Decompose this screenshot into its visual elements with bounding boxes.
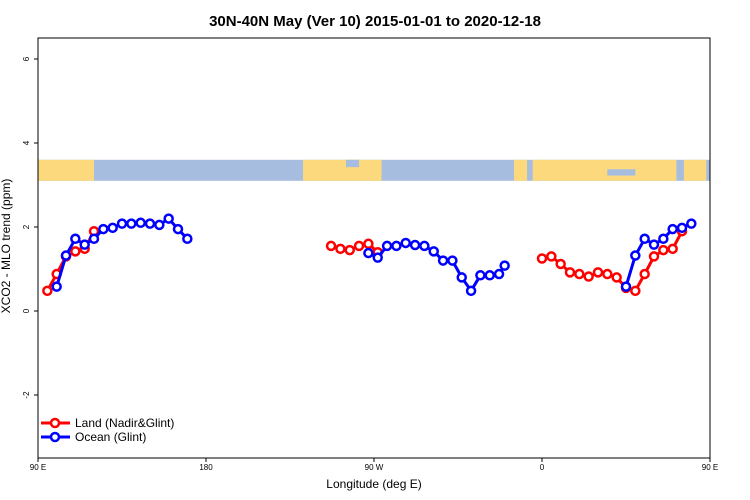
y-tick-label: -2 <box>22 391 31 399</box>
map-land <box>514 159 528 181</box>
x-axis-label: Longitude (deg E) <box>326 477 421 491</box>
data-point-ocean <box>391 240 402 252</box>
data-point-ocean <box>465 285 477 297</box>
legend-land-marker <box>49 417 61 429</box>
data-point-ocean <box>456 272 467 283</box>
data-point-land <box>564 267 576 278</box>
data-point-ocean <box>98 223 109 235</box>
series-layer <box>42 213 697 297</box>
data-point-ocean <box>676 222 688 234</box>
data-point-ocean <box>79 239 90 250</box>
data-point-land <box>602 268 613 280</box>
map-land <box>532 159 677 181</box>
y-tick-label: 2 <box>22 224 31 229</box>
x-tick-label: 90 E <box>702 463 718 472</box>
data-point-land <box>611 272 622 283</box>
data-point-ocean <box>363 247 374 259</box>
map-water <box>607 169 636 176</box>
data-point-ocean <box>400 237 411 249</box>
data-point-land <box>630 285 641 297</box>
data-point-ocean <box>499 260 510 271</box>
data-point-ocean <box>60 250 72 261</box>
data-point-ocean <box>658 233 669 245</box>
x-tick-label: 180 <box>199 463 213 472</box>
data-point-land <box>574 268 585 280</box>
data-point-land <box>363 238 374 250</box>
map-band <box>38 159 710 181</box>
x-tick-label: 0 <box>540 463 545 472</box>
map-land <box>683 159 707 181</box>
data-point-ocean <box>51 281 62 292</box>
map-water <box>346 159 360 168</box>
data-point-ocean <box>381 240 393 252</box>
data-point-ocean <box>475 270 486 281</box>
chart-title: 30N-40N May (Ver 10) 2015-01-01 to 2020-… <box>209 13 541 30</box>
legend-ocean-marker <box>49 431 61 443</box>
series-ocean <box>51 213 697 297</box>
data-point-ocean <box>116 218 128 229</box>
y-tick-label: 6 <box>22 56 31 61</box>
data-point-ocean <box>154 219 165 231</box>
data-point-ocean <box>648 239 660 250</box>
data-point-ocean <box>419 240 430 252</box>
data-point-land <box>344 244 355 256</box>
data-point-land <box>42 285 53 297</box>
data-point-ocean <box>630 250 641 261</box>
data-point-ocean <box>686 218 697 229</box>
data-point-ocean <box>107 222 118 234</box>
data-point-ocean <box>172 223 184 235</box>
data-point-land <box>353 240 365 252</box>
data-point-land <box>536 253 548 264</box>
legend-land-label: Land (Nadir&Glint) <box>75 416 174 430</box>
data-point-land <box>648 251 660 262</box>
data-point-ocean <box>144 218 156 229</box>
data-point-land <box>325 240 337 252</box>
x-axis: 90 E 180 90 W 0 90 E <box>30 458 718 472</box>
data-point-ocean <box>88 233 100 245</box>
map-land <box>38 159 94 181</box>
data-point-ocean <box>70 233 81 245</box>
x-tick-label: 90 W <box>365 463 384 472</box>
data-point-ocean <box>667 223 678 235</box>
data-point-land <box>583 271 594 282</box>
data-point-land <box>592 267 604 278</box>
legend-ocean-label: Ocean (Glint) <box>75 430 146 444</box>
data-point-ocean <box>428 246 439 257</box>
data-point-ocean <box>437 255 449 266</box>
legend: Land (Nadir&Glint) Ocean (Glint) <box>41 416 174 444</box>
data-point-land <box>555 258 566 270</box>
data-point-land <box>639 268 650 280</box>
y-tick-label: 0 <box>22 308 31 313</box>
data-point-ocean <box>126 218 137 229</box>
y-axis-label: XCO2 - MLO trend (ppm) <box>0 179 13 314</box>
data-point-ocean <box>372 252 383 263</box>
data-point-land <box>667 243 678 255</box>
data-point-land <box>546 251 557 262</box>
data-point-ocean <box>409 239 421 251</box>
y-axis: -2 0 2 4 6 <box>22 56 38 399</box>
data-point-ocean <box>484 270 495 281</box>
data-point-ocean <box>182 233 193 245</box>
data-point-land <box>335 243 346 255</box>
data-point-ocean <box>620 281 632 292</box>
data-point-ocean <box>639 233 650 245</box>
series-land <box>42 225 688 297</box>
data-point-ocean <box>163 213 174 224</box>
data-point-ocean <box>135 217 146 229</box>
y-tick-label: 4 <box>22 140 31 145</box>
map-land <box>303 159 382 181</box>
data-point-land <box>658 244 669 256</box>
data-point-ocean <box>447 255 458 266</box>
x-tick-label: 90 E <box>30 463 46 472</box>
data-point-land <box>70 246 81 257</box>
data-point-ocean <box>493 268 505 280</box>
